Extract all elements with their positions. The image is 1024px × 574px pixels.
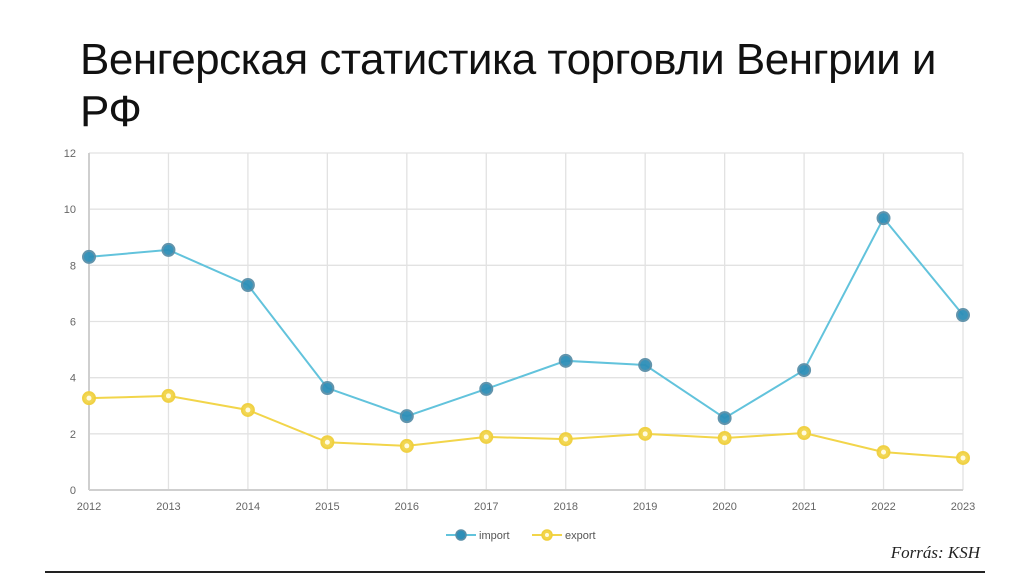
import-series — [82, 211, 970, 426]
y-tick-label: 12 — [64, 148, 76, 160]
import-data-point — [717, 411, 732, 426]
y-tick-label: 10 — [64, 204, 76, 216]
x-tick-label: 2016 — [395, 501, 419, 513]
y-tick-label: 2 — [70, 429, 76, 441]
import-data-point — [161, 242, 176, 257]
x-tick-label: 2020 — [712, 501, 736, 513]
import-data-point — [320, 381, 335, 396]
y-tick-label: 4 — [70, 373, 76, 385]
chart-series — [82, 211, 970, 465]
chart-legend: import export — [446, 529, 596, 542]
import-data-point — [240, 277, 255, 292]
import-data-point — [558, 353, 573, 368]
x-tick-label: 2013 — [156, 501, 180, 513]
x-tick-label: 2015 — [315, 501, 339, 513]
slide-title: Венгерская статистика торговли Венгрии и… — [80, 35, 937, 136]
x-tick-label: 2017 — [474, 501, 498, 513]
y-tick-label: 6 — [70, 317, 76, 329]
svg-text:import: import — [479, 530, 510, 542]
y-axis-ticks: 0 2 4 6 8 10 12 — [64, 148, 76, 497]
x-tick-label: 2019 — [633, 501, 657, 513]
bottom-divider — [45, 571, 985, 573]
source-note: Forrás: KSH — [890, 543, 980, 562]
x-tick-label: 2014 — [236, 501, 260, 513]
import-data-point — [876, 211, 891, 226]
import-data-point — [479, 381, 494, 396]
x-tick-label: 2023 — [951, 501, 975, 513]
import-data-point — [956, 308, 970, 323]
legend-item-import: import — [446, 529, 510, 542]
x-tick-label: 2018 — [553, 501, 577, 513]
x-tick-label: 2012 — [77, 501, 101, 513]
import-data-point — [82, 249, 96, 264]
export-series — [82, 388, 970, 465]
import-data-point — [797, 363, 812, 378]
y-tick-label: 0 — [70, 485, 76, 497]
x-axis-ticks: 2012 2013 2014 2015 2016 2017 2018 2019 2020 2021… — [77, 501, 975, 513]
x-tick-label: 2022 — [871, 501, 895, 513]
x-tick-label: 2021 — [792, 501, 816, 513]
legend-item-export: export — [532, 529, 596, 542]
y-tick-label: 8 — [70, 260, 76, 272]
svg-text:export: export — [565, 530, 596, 542]
import-data-point — [638, 358, 653, 373]
import-data-point — [399, 409, 414, 424]
